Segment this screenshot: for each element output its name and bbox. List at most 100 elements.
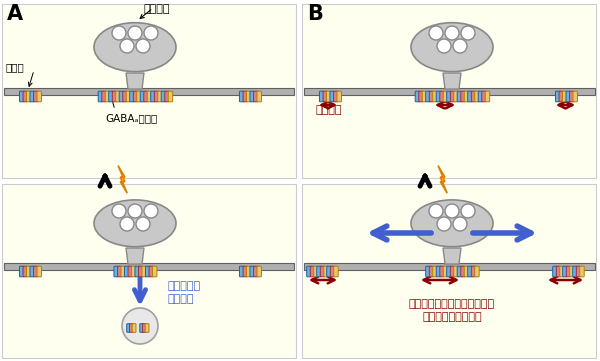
FancyBboxPatch shape: [149, 266, 154, 277]
FancyBboxPatch shape: [556, 91, 560, 102]
Circle shape: [445, 204, 459, 218]
FancyBboxPatch shape: [243, 91, 248, 102]
FancyBboxPatch shape: [446, 266, 451, 277]
Circle shape: [112, 204, 126, 218]
FancyBboxPatch shape: [26, 266, 31, 277]
FancyBboxPatch shape: [331, 266, 335, 277]
FancyBboxPatch shape: [30, 266, 34, 277]
FancyBboxPatch shape: [250, 91, 254, 102]
Circle shape: [144, 204, 158, 218]
FancyBboxPatch shape: [109, 91, 113, 102]
FancyBboxPatch shape: [102, 91, 106, 102]
FancyBboxPatch shape: [247, 266, 251, 277]
FancyBboxPatch shape: [569, 91, 574, 102]
FancyBboxPatch shape: [4, 262, 294, 270]
Text: 細胞内への
取り込み: 細胞内への 取り込み: [167, 281, 200, 304]
FancyBboxPatch shape: [112, 91, 117, 102]
FancyBboxPatch shape: [114, 266, 118, 277]
FancyBboxPatch shape: [573, 91, 577, 102]
FancyBboxPatch shape: [446, 91, 451, 102]
Circle shape: [453, 217, 467, 231]
Circle shape: [437, 39, 451, 53]
Text: A: A: [7, 4, 23, 24]
Polygon shape: [438, 166, 447, 193]
FancyBboxPatch shape: [426, 266, 430, 277]
FancyBboxPatch shape: [566, 91, 571, 102]
Circle shape: [429, 204, 443, 218]
FancyBboxPatch shape: [324, 266, 328, 277]
FancyBboxPatch shape: [464, 266, 469, 277]
FancyBboxPatch shape: [152, 266, 157, 277]
FancyBboxPatch shape: [334, 91, 338, 102]
FancyBboxPatch shape: [323, 91, 328, 102]
Text: シナプス: シナプス: [144, 4, 170, 14]
FancyBboxPatch shape: [426, 91, 430, 102]
FancyBboxPatch shape: [415, 91, 419, 102]
Ellipse shape: [94, 200, 176, 247]
Circle shape: [144, 26, 158, 40]
FancyBboxPatch shape: [127, 324, 131, 332]
Circle shape: [461, 26, 475, 40]
FancyBboxPatch shape: [450, 266, 455, 277]
Text: 側方拡散: 側方拡散: [316, 105, 343, 115]
FancyBboxPatch shape: [570, 266, 574, 277]
Circle shape: [128, 204, 142, 218]
Circle shape: [120, 217, 134, 231]
FancyBboxPatch shape: [126, 91, 131, 102]
FancyBboxPatch shape: [326, 91, 331, 102]
FancyBboxPatch shape: [433, 266, 437, 277]
FancyBboxPatch shape: [563, 266, 567, 277]
FancyBboxPatch shape: [116, 91, 120, 102]
FancyBboxPatch shape: [304, 87, 595, 95]
FancyBboxPatch shape: [443, 91, 448, 102]
FancyBboxPatch shape: [121, 266, 125, 277]
FancyBboxPatch shape: [436, 91, 440, 102]
FancyBboxPatch shape: [144, 91, 148, 102]
FancyBboxPatch shape: [154, 91, 159, 102]
FancyBboxPatch shape: [131, 266, 136, 277]
Circle shape: [122, 308, 158, 344]
FancyBboxPatch shape: [165, 91, 169, 102]
FancyBboxPatch shape: [464, 91, 469, 102]
FancyBboxPatch shape: [243, 266, 248, 277]
Text: GABAₐ受容体: GABAₐ受容体: [105, 113, 157, 123]
FancyBboxPatch shape: [334, 266, 338, 277]
FancyBboxPatch shape: [450, 91, 455, 102]
FancyBboxPatch shape: [317, 266, 321, 277]
FancyBboxPatch shape: [482, 91, 486, 102]
FancyBboxPatch shape: [577, 266, 581, 277]
FancyBboxPatch shape: [37, 266, 41, 277]
FancyBboxPatch shape: [135, 266, 139, 277]
FancyBboxPatch shape: [124, 266, 129, 277]
Polygon shape: [443, 248, 461, 264]
FancyBboxPatch shape: [239, 266, 244, 277]
FancyBboxPatch shape: [566, 266, 571, 277]
Circle shape: [112, 26, 126, 40]
Polygon shape: [443, 73, 461, 89]
FancyBboxPatch shape: [37, 91, 41, 102]
Circle shape: [445, 26, 459, 40]
FancyBboxPatch shape: [454, 91, 458, 102]
Circle shape: [453, 39, 467, 53]
FancyBboxPatch shape: [556, 266, 561, 277]
FancyBboxPatch shape: [472, 91, 476, 102]
Circle shape: [136, 217, 150, 231]
FancyBboxPatch shape: [562, 91, 567, 102]
FancyBboxPatch shape: [436, 266, 440, 277]
FancyBboxPatch shape: [302, 184, 596, 358]
FancyBboxPatch shape: [118, 266, 122, 277]
FancyBboxPatch shape: [151, 91, 155, 102]
FancyBboxPatch shape: [142, 266, 146, 277]
Text: B: B: [307, 4, 323, 24]
FancyBboxPatch shape: [314, 266, 318, 277]
FancyBboxPatch shape: [461, 91, 465, 102]
FancyBboxPatch shape: [2, 184, 296, 358]
FancyBboxPatch shape: [140, 324, 143, 332]
FancyBboxPatch shape: [145, 266, 150, 277]
Circle shape: [437, 217, 451, 231]
FancyBboxPatch shape: [454, 266, 458, 277]
Circle shape: [128, 26, 142, 40]
FancyBboxPatch shape: [30, 91, 34, 102]
FancyBboxPatch shape: [158, 91, 162, 102]
FancyBboxPatch shape: [98, 91, 103, 102]
